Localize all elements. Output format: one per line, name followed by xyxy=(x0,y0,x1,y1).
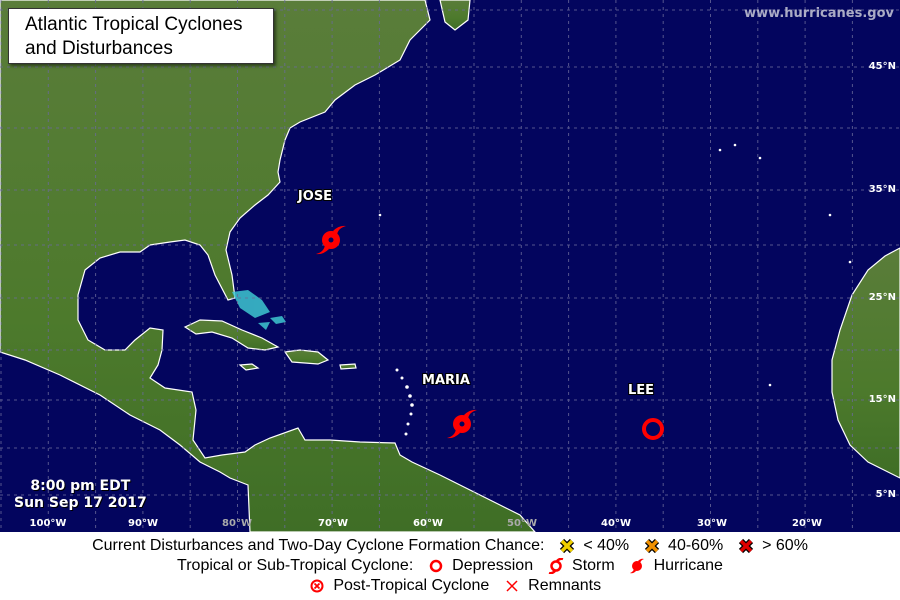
storm-label-lee: LEE xyxy=(627,383,655,398)
x-red-icon xyxy=(738,538,754,554)
land-africa xyxy=(831,247,900,479)
land-hispaniola xyxy=(283,349,330,365)
hurricane-icon xyxy=(629,558,645,574)
legend-high-chance: > 60% xyxy=(762,537,808,554)
lon-label: 80°W xyxy=(222,518,252,529)
legend-disturbance-label: Current Disturbances and Two-Day Cyclone… xyxy=(92,537,545,554)
land-jamaica xyxy=(238,363,260,371)
lon-label: 20°W xyxy=(792,518,822,529)
lat-label: 25°N xyxy=(868,292,896,303)
land-newfoundland xyxy=(439,0,471,31)
lon-label: 100°W xyxy=(29,518,67,529)
land-americas xyxy=(0,0,536,532)
land-puerto-rico xyxy=(339,363,357,370)
lat-label: 5°N xyxy=(875,489,896,500)
lat-label: 35°N xyxy=(868,184,896,195)
legend-post-tropical: Post-Tropical Cyclone xyxy=(333,577,490,594)
shallow-banks xyxy=(232,290,286,330)
map-title: Atlantic Tropical Cyclones and Disturban… xyxy=(8,8,274,64)
map: Atlantic Tropical Cyclones and Disturban… xyxy=(0,0,900,532)
lat-label: 15°N xyxy=(868,394,896,405)
remnants-icon xyxy=(504,578,520,594)
legend-remnants: Remnants xyxy=(528,577,602,594)
legend-storm: Storm xyxy=(572,557,615,574)
title-line-2: and Disturbances xyxy=(25,38,173,59)
legend-depression: Depression xyxy=(452,557,534,574)
legend: Current Disturbances and Two-Day Cyclone… xyxy=(0,532,900,600)
storm-label-maria: MARIA xyxy=(422,373,470,388)
x-yellow-icon xyxy=(559,538,575,554)
storm-label-jose: JOSE xyxy=(297,189,333,204)
watermark: www.hurricanes.gov xyxy=(744,6,894,21)
legend-cyclone-label: Tropical or Sub-Tropical Cyclone: xyxy=(177,557,414,574)
advisory-time: 8:00 pm EDT xyxy=(30,478,131,494)
lon-label: 90°W xyxy=(128,518,158,529)
lon-label: 70°W xyxy=(318,518,348,529)
land xyxy=(0,0,900,532)
lon-label: 30°W xyxy=(697,518,727,529)
legend-mid-chance: 40-60% xyxy=(668,537,724,554)
lesser-antilles xyxy=(378,143,852,436)
lon-label: 40°W xyxy=(601,518,631,529)
legend-row-disturbances: Current Disturbances and Two-Day Cyclone… xyxy=(0,537,900,555)
legend-row-cyclones: Tropical or Sub-Tropical Cyclone: Depres… xyxy=(0,557,900,575)
storm-icon xyxy=(548,558,564,574)
post-tropical-icon xyxy=(309,578,325,594)
depression-icon xyxy=(428,558,444,574)
land-cuba xyxy=(183,319,280,351)
lat-lon-grid xyxy=(0,0,900,532)
lon-label: 60°W xyxy=(413,518,443,529)
legend-low-chance: < 40% xyxy=(583,537,630,554)
title-line-1: Atlantic Tropical Cyclones xyxy=(25,14,243,35)
legend-hurricane: Hurricane xyxy=(653,557,723,574)
lat-label: 45°N xyxy=(868,61,896,72)
x-orange-icon xyxy=(644,538,660,554)
map-canvas xyxy=(0,0,900,532)
lon-label: 50°W xyxy=(507,518,537,529)
advisory-timestamp: 8:00 pm EDT Sun Sep 17 2017 xyxy=(14,478,147,512)
legend-row-other: Post-Tropical Cyclone Remnants xyxy=(0,577,900,595)
advisory-date: Sun Sep 17 2017 xyxy=(14,495,147,511)
